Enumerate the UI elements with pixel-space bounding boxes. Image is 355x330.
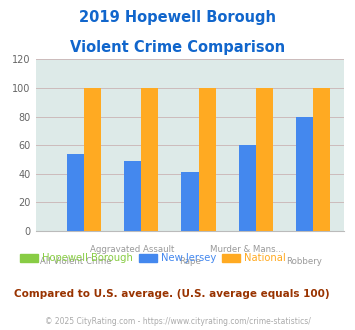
Bar [84, 88, 101, 231]
Bar [181, 172, 198, 231]
Bar [67, 154, 84, 231]
Bar [256, 88, 273, 231]
Text: Murder & Mans...: Murder & Mans... [211, 245, 284, 254]
Bar [141, 88, 158, 231]
Bar [239, 145, 256, 231]
Legend: Hopewell Borough, New Jersey, National: Hopewell Borough, New Jersey, National [16, 249, 290, 267]
Text: All Violent Crime: All Violent Crime [39, 257, 111, 266]
Text: Rape: Rape [179, 257, 201, 266]
Bar [313, 88, 330, 231]
Bar [296, 116, 313, 231]
Text: Robbery: Robbery [286, 257, 322, 266]
Text: Compared to U.S. average. (U.S. average equals 100): Compared to U.S. average. (U.S. average … [14, 289, 330, 299]
Text: Aggravated Assault: Aggravated Assault [91, 245, 175, 254]
Bar [124, 161, 141, 231]
Bar [198, 88, 216, 231]
Text: © 2025 CityRating.com - https://www.cityrating.com/crime-statistics/: © 2025 CityRating.com - https://www.city… [45, 317, 310, 326]
Text: Violent Crime Comparison: Violent Crime Comparison [70, 40, 285, 54]
Text: 2019 Hopewell Borough: 2019 Hopewell Borough [79, 10, 276, 25]
